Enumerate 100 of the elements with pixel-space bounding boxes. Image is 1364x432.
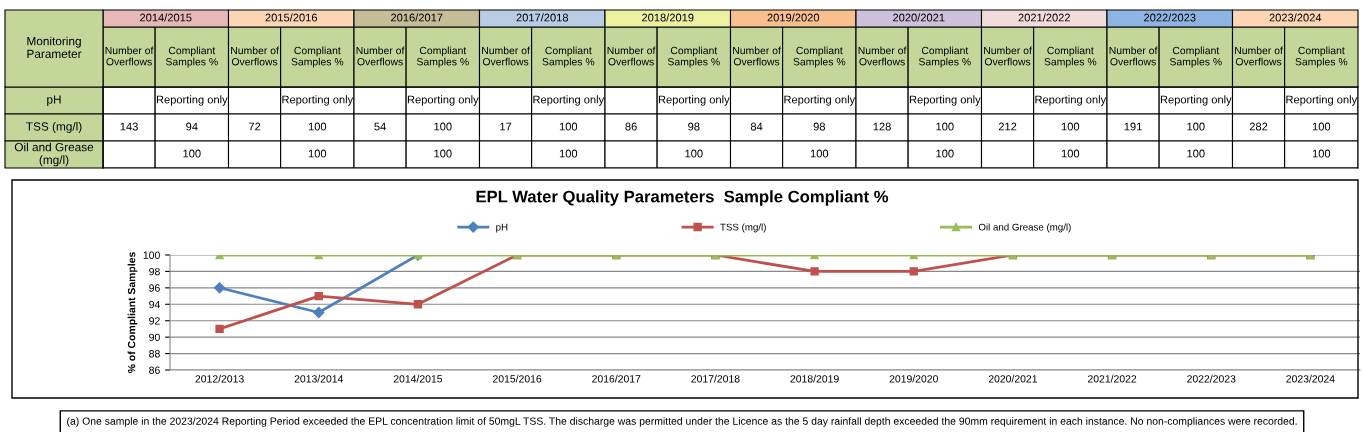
x-tick-label: Compliant Samples % (165, 46, 218, 68)
x-tick-label: 2014/2015 (393, 374, 443, 383)
legend-label: TSS (mg/l) (720, 223, 766, 233)
text: Reporting only (156, 95, 228, 106)
x-tick-label: Number of Overflows (105, 46, 154, 66)
text: 100 (685, 149, 703, 158)
x-tick-label: Compliant Samples % (1044, 46, 1097, 68)
text: 98 (813, 122, 826, 131)
x-tick-label: 2018/2019 (790, 374, 839, 383)
x-tick-label: Compliant Samples % (667, 46, 720, 68)
x-tick-label: 2017/2018 (691, 374, 740, 383)
x-tick-label: Compliant Samples % (291, 46, 344, 68)
x-tick-label: Compliant Samples % (542, 46, 595, 68)
x-tick-label: Compliant Samples % (1169, 46, 1222, 68)
text: 84 (750, 122, 763, 131)
legend-label: Oil and Grease (mg/l) (978, 223, 1071, 233)
text: 2016/2017 (391, 13, 443, 22)
x-tick-label: 2012/2013 (195, 374, 244, 383)
text: 100 (308, 149, 327, 158)
x-tick-label: Number of Overflows (482, 46, 530, 66)
text: Reporting only (658, 95, 730, 106)
point (810, 267, 819, 276)
text: 54 (374, 122, 386, 131)
text: 17 (500, 122, 512, 131)
text: Reporting only (1160, 95, 1232, 106)
y-tick-label: 96 (149, 284, 160, 292)
x-tick-label: Compliant Samples % (1295, 46, 1348, 68)
point (909, 267, 918, 276)
x-tick-label: Number of Overflows (733, 46, 781, 66)
text: 100 (1187, 149, 1205, 158)
x-tick-label: 2013/2014 (294, 374, 344, 383)
text: 143 (120, 122, 138, 131)
text: 2020/2021 (893, 13, 945, 22)
text: 2019/2020 (767, 13, 820, 22)
text: 2015/2016 (265, 13, 318, 22)
y-tick-label: TSS (mg/l) (26, 122, 82, 133)
x-tick-label: 2015/2016 (492, 374, 542, 383)
text: 98 (688, 122, 700, 131)
text: 100 (183, 149, 201, 158)
text: 2018/2019 (642, 13, 694, 22)
text: 100 (559, 122, 578, 131)
point (313, 306, 325, 319)
text: 128 (873, 122, 891, 131)
text: 100 (1312, 122, 1331, 131)
text: 100 (1061, 149, 1080, 158)
x-tick-label: Number of Overflows (1235, 46, 1283, 66)
text: 2017/2018 (516, 13, 569, 22)
y-tick-label: 100 (143, 251, 160, 259)
text: 2021/2022 (1018, 13, 1070, 22)
x-tick-label: Number of Overflows (858, 46, 907, 66)
text: 212 (998, 122, 1017, 131)
y-tick-label: 94 (149, 300, 160, 309)
y-tick-label: pH (47, 95, 61, 106)
text: 86 (625, 122, 637, 131)
x-tick-label: Number of Overflows (984, 46, 1032, 66)
text: 100 (434, 122, 452, 131)
text: 100 (1187, 122, 1205, 131)
text: 94 (186, 122, 198, 131)
text: Reporting only (784, 95, 856, 106)
x-tick-label: 2022/2023 (1187, 374, 1236, 383)
text: 100 (1312, 149, 1331, 158)
x-tick-label: 2021/2022 (1087, 374, 1137, 383)
y-tick-label: Oil and Grease (mg/l) (14, 142, 94, 167)
y-tick-label: 90 (149, 333, 160, 342)
y-tick-label: 88 (149, 350, 160, 358)
x-tick-label: 2016/2017 (592, 374, 641, 383)
text: 100 (810, 149, 829, 158)
text: 72 (248, 122, 261, 131)
x-tick-label: 2020/2021 (988, 374, 1038, 383)
text: Reporting only (1286, 95, 1358, 106)
text: 100 (559, 149, 578, 158)
text: 100 (1061, 122, 1080, 131)
chart-title: EPL Water Quality Parameters Sample Compliant % (476, 190, 889, 206)
text: Reporting only (533, 95, 605, 106)
text: 100 (434, 149, 452, 158)
x-tick-label: Number of Overflows (607, 46, 656, 66)
text: Reporting only (282, 95, 354, 106)
y-tick-label: 98 (149, 267, 160, 276)
y-axis-title: % of Compliant Samples (127, 252, 138, 374)
x-tick-label: Compliant Samples % (416, 46, 469, 68)
text: 100 (936, 122, 954, 131)
x-tick-label: Number of Overflows (231, 46, 279, 66)
x-tick-label: 2019/2020 (889, 374, 938, 383)
x-tick-label: Number of Overflows (356, 46, 405, 66)
x-tick-label: Compliant Samples % (793, 46, 846, 68)
text: 2022/2023 (1144, 13, 1196, 22)
legend-label: pH (496, 223, 508, 233)
text: 100 (936, 149, 954, 158)
text: 2023/2024 (1269, 13, 1322, 22)
x-tick-label: 2023/2024 (1286, 374, 1335, 383)
y-tick-label: 86 (149, 366, 160, 374)
text: 282 (1249, 122, 1268, 131)
text: Reporting only (407, 95, 479, 106)
y-axis-title: Monitoring Parameter (27, 36, 82, 59)
x-tick-label: Compliant Samples % (918, 46, 971, 68)
text: (a) One sample in the 2023/2024 Reporting Period exceeded the EPL concentration limit of 50mgL TSS. The discharge was permitted under the Licence as the 5 day rainfall depth exceeded the 90mm requirement in each instance. No non-compliances were recorded. (67, 417, 1297, 427)
text: 2014/2015 (140, 13, 192, 22)
point (314, 291, 323, 301)
point (213, 282, 226, 294)
point (215, 324, 224, 334)
